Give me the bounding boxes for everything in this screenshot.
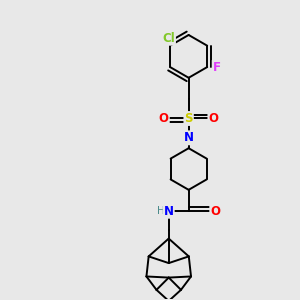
Text: O: O	[208, 112, 219, 125]
Text: H: H	[157, 206, 165, 216]
Text: N: N	[164, 205, 174, 218]
Text: F: F	[213, 61, 221, 74]
Text: O: O	[159, 112, 169, 125]
Text: Cl: Cl	[162, 32, 175, 45]
Text: S: S	[184, 112, 193, 125]
Text: O: O	[210, 205, 220, 218]
Text: N: N	[184, 131, 194, 144]
